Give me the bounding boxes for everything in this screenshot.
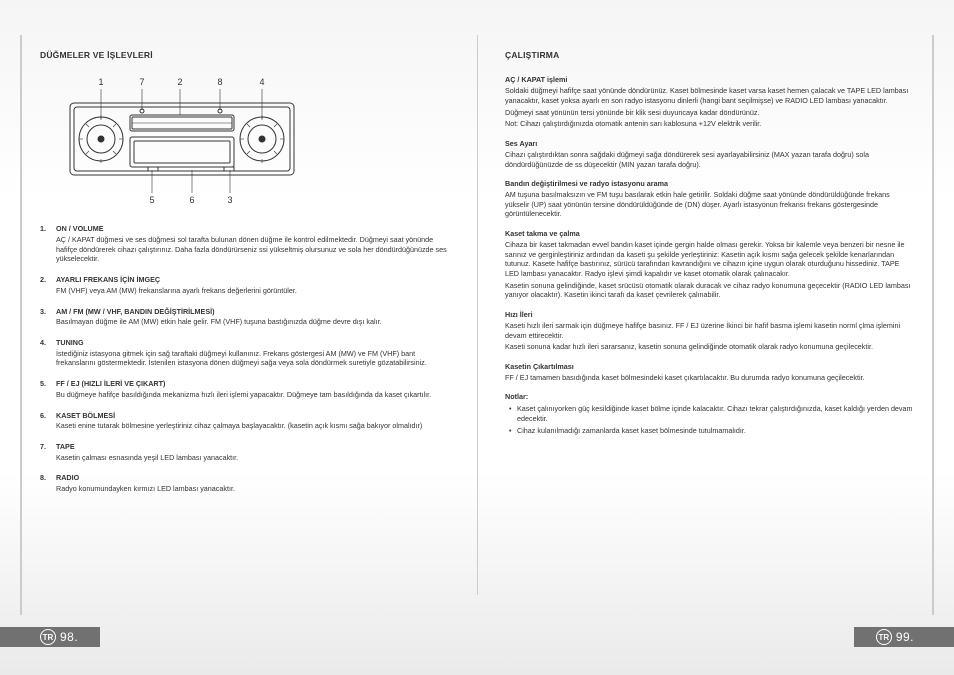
diag-label-3: 3 (227, 195, 232, 205)
diag-label-4: 4 (259, 77, 264, 87)
paragraph: Cihazı çalıştırdıktan sonra sağdaki düğm… (505, 150, 914, 169)
tr-badge-left: TR (40, 629, 56, 645)
subsection-heading: Kasetin Çıkartılması (505, 362, 914, 372)
radio-diagram: 1 7 2 8 4 5 6 3 (52, 75, 449, 208)
center-divider (477, 35, 478, 595)
paragraph: Kasetin sonuna gelindiğinde, kaset srücü… (505, 281, 914, 300)
item-body: Kaseti enine tutarak bölmesine yerleştir… (56, 421, 449, 431)
page-number-left: 98. (60, 630, 78, 644)
control-item: 2. AYARLI FREKANS İÇİN İMGEÇFM (VHF) veya… (40, 275, 449, 295)
item-heading: AYARLI FREKANS İÇİN İMGEÇ (56, 275, 449, 285)
item-number: 5. (40, 379, 46, 389)
right-page: ÇALIŞTIRMA AÇ / KAPAT işlemiSoldaki düğm… (477, 0, 954, 675)
subsection-heading: Notlar: (505, 392, 914, 402)
item-number: 8. (40, 473, 46, 483)
item-body: Radyo konumundayken kırmızı LED lambası … (56, 484, 449, 494)
paragraph: AM tuşuna basılmaksızın ve FM tuşu basıl… (505, 190, 914, 219)
operation-sections: AÇ / KAPAT işlemiSoldaki düğmeyi hafifçe… (505, 75, 914, 435)
item-body: FM (VHF) veya AM (MW) frekanslarına ayar… (56, 286, 449, 296)
item-body: Kasetin çalması esnasında yeşil LED lamb… (56, 453, 449, 463)
controls-list: 1. ON / VOLUMEAÇ / KAPAT düğmesi ve ses d… (40, 224, 449, 494)
subsection-heading: Ses Ayarı (505, 139, 914, 149)
item-body: Bu düğmeye hafifçe basıldığında mekanizm… (56, 390, 449, 400)
item-number: 2. (40, 275, 46, 285)
notes-list: Kaset çalınıyorken güç kesildiğinde kase… (505, 404, 914, 435)
control-item: 5. FF / EJ (HIZLI İLERİ VE ÇIKART)Bu düğm… (40, 379, 449, 399)
item-number: 1. (40, 224, 46, 234)
control-item: 6. KASET BÖLMESİKaseti enine tutarak bölm… (40, 411, 449, 431)
subsection-heading: Kaset takma ve çalma (505, 229, 914, 239)
item-heading: AM / FM (MW / VHF, BANDIN DEĞİŞTİRİLMESİ… (56, 307, 449, 317)
item-number: 6. (40, 411, 46, 421)
item-heading: KASET BÖLMESİ (56, 411, 449, 421)
left-title: DÜĞMELER VE İŞLEVLERİ (40, 50, 449, 61)
note-item: Kaset çalınıyorken güç kesildiğinde kase… (505, 404, 914, 423)
item-number: 7. (40, 442, 46, 452)
item-heading: TAPE (56, 442, 449, 452)
diag-label-5: 5 (149, 195, 154, 205)
control-item: 4. TUNINGİstediğiniz istasyona gitmek içi… (40, 338, 449, 368)
paragraph: Kaseti hızlı ileri sarmak için düğmeye h… (505, 321, 914, 340)
page-spread: DÜĞMELER VE İŞLEVLERİ 1 7 2 8 4 5 6 3 (0, 0, 954, 675)
diag-label-1: 1 (98, 77, 103, 87)
diag-label-8: 8 (217, 77, 222, 87)
page-number-right: 99. (896, 630, 914, 644)
control-item: 3. AM / FM (MW / VHF, BANDIN DEĞİŞTİRİLME… (40, 307, 449, 327)
subsection-heading: Hızı İleri (505, 310, 914, 320)
control-item: 1. ON / VOLUMEAÇ / KAPAT düğmesi ve ses d… (40, 224, 449, 264)
paragraph: Not: Cihazı çalıştırdığınızda otomatik a… (505, 119, 914, 129)
item-number: 4. (40, 338, 46, 348)
item-heading: ON / VOLUME (56, 224, 449, 234)
left-page: DÜĞMELER VE İŞLEVLERİ 1 7 2 8 4 5 6 3 (0, 0, 477, 675)
footer-right: TR 99. (854, 627, 954, 647)
subsection-heading: Bandın değiştirilmesi ve radyo istasyonu… (505, 179, 914, 189)
paragraph: Soldaki düğmeyi hafifçe saat yönünde dön… (505, 86, 914, 105)
footer-left: TR 98. (0, 627, 100, 647)
item-number: 3. (40, 307, 46, 317)
item-heading: TUNING (56, 338, 449, 348)
right-title: ÇALIŞTIRMA (505, 50, 914, 61)
diag-label-2: 2 (177, 77, 182, 87)
paragraph: Düğmeyi saat yönünün tersi yönünde bir k… (505, 108, 914, 118)
item-body: İstediğiniz istasyona gitmek için sağ ta… (56, 349, 449, 368)
paragraph: Kaseti sonuna kadar hızlı ileri sararsan… (505, 342, 914, 352)
diag-label-6: 6 (189, 195, 194, 205)
tr-badge-right: TR (876, 629, 892, 645)
note-item: Cihaz kulanılmadığı zamanlarda kaset kas… (505, 426, 914, 436)
subsection-heading: AÇ / KAPAT işlemi (505, 75, 914, 85)
diag-label-7: 7 (139, 77, 144, 87)
paragraph: Cihaza bir kaset takmadan evvel bandın k… (505, 240, 914, 279)
item-heading: FF / EJ (HIZLI İLERİ VE ÇIKART) (56, 379, 449, 389)
control-item: 8. RADIORadyo konumundayken kırmızı LED l… (40, 473, 449, 493)
paragraph: FF / EJ tamamen basıdığında kaset bölmes… (505, 373, 914, 383)
control-item: 7. TAPEKasetin çalması esnasında yeşil LE… (40, 442, 449, 462)
item-heading: RADIO (56, 473, 449, 483)
item-body: Basılmayan düğme ile AM (MW) etkin hale … (56, 317, 449, 327)
item-body: AÇ / KAPAT düğmesi ve ses düğmesi sol ta… (56, 235, 449, 264)
